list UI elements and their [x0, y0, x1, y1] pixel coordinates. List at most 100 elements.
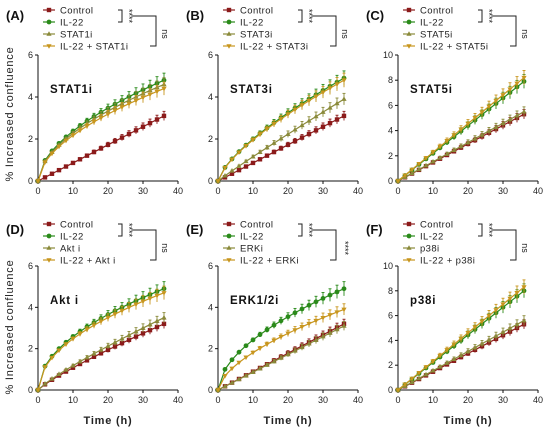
data-point: [222, 165, 228, 171]
data-point: [472, 135, 478, 141]
bracket-line: [118, 9, 123, 23]
sig-label: ****: [340, 241, 350, 256]
sig-bracket-il22-combo: ns: [492, 15, 530, 47]
legend-marker: [406, 31, 412, 36]
data-point: [341, 78, 347, 83]
data-point: [299, 344, 305, 350]
legend-marker: [46, 221, 52, 227]
data-point: [243, 343, 249, 349]
data-point: [236, 376, 242, 382]
y-tick-label: 2: [388, 151, 393, 161]
x-axis-label-d: Time (h): [84, 415, 133, 427]
y-tick-label: 10: [383, 50, 393, 60]
sig-label: ****: [484, 223, 494, 238]
legend-marker: [406, 19, 412, 25]
data-point: [514, 112, 520, 118]
data-point: [416, 166, 422, 172]
data-point: [320, 315, 326, 321]
data-point: [430, 359, 436, 365]
data-point: [278, 146, 284, 151]
data-point: [327, 86, 333, 91]
data-point: [271, 358, 277, 364]
data-point: [42, 365, 48, 370]
data-point: [243, 355, 249, 361]
legend-marker: [46, 19, 52, 25]
data-point: [49, 151, 55, 157]
data-point: [147, 120, 153, 126]
data-point: [271, 122, 277, 127]
data-point: [409, 379, 415, 385]
sig-bracket-il22-combo: ns: [312, 15, 350, 47]
series-control: [35, 110, 167, 184]
data-point: [105, 347, 111, 353]
sig-label: ns: [520, 29, 530, 39]
data-point: [507, 325, 513, 331]
data-point: [222, 383, 228, 389]
data-point: [493, 124, 499, 129]
data-point: [521, 75, 527, 81]
data-point: [521, 317, 527, 323]
legend-entry: p38i: [420, 244, 440, 255]
data-point: [341, 286, 347, 292]
data-point: [514, 321, 520, 327]
y-tick-label: 0: [208, 176, 213, 186]
data-point: [126, 305, 132, 311]
data-point: [229, 157, 235, 163]
data-point: [507, 87, 513, 92]
data-point: [327, 104, 333, 110]
x-tick-label: 10: [248, 395, 258, 405]
data-point: [416, 375, 422, 381]
data-point: [341, 323, 347, 328]
data-point: [105, 142, 111, 148]
x-tick-label: 0: [35, 395, 40, 405]
data-point: [91, 323, 97, 329]
data-point: [486, 313, 492, 319]
x-tick-label: 20: [463, 395, 473, 405]
series-line: [37, 83, 165, 182]
data-point: [105, 343, 111, 348]
data-point: [451, 133, 457, 138]
legend-marker: [406, 233, 412, 239]
legend-marker: [406, 245, 412, 250]
data-point: [320, 295, 326, 301]
data-point: [112, 108, 118, 114]
axes: 0 2 4 6 8 10 0 10 20 30 40: [383, 261, 543, 405]
data-point: [334, 100, 340, 106]
data-point: [493, 333, 499, 338]
data-point: [271, 149, 277, 155]
x-tick-label: 20: [103, 186, 113, 196]
y-tick-label: 0: [388, 176, 393, 186]
data-point: [229, 366, 235, 372]
series-il-22-erki: [215, 303, 347, 393]
data-point: [140, 95, 146, 101]
data-point: [84, 358, 90, 363]
bracket-line: [478, 9, 483, 23]
data-point: [49, 171, 55, 176]
data-point: [119, 335, 125, 341]
bracket-line: [312, 15, 337, 47]
data-point: [313, 94, 319, 100]
data-point: [98, 351, 104, 356]
data-point: [222, 373, 228, 379]
y-axis-label-bottom: % Increased confluence: [4, 259, 16, 394]
data-point: [77, 128, 83, 134]
series-line: [37, 88, 165, 182]
legend-entry: IL-22 + STAT3i: [240, 42, 308, 53]
data-point: [500, 93, 506, 98]
data-point: [147, 327, 153, 333]
series-il-22: [215, 281, 347, 393]
axes: 0 2 4 6 0 10 20 30 40: [28, 50, 183, 196]
data-point: [140, 331, 146, 336]
legend-entry: ERKi: [240, 244, 263, 255]
data-point: [292, 310, 298, 316]
data-point: [215, 388, 221, 393]
sig-label: ****: [124, 223, 134, 238]
data-point: [250, 337, 256, 343]
data-point: [341, 307, 347, 313]
y-tick-label: 2: [28, 134, 33, 144]
legend-marker: [46, 245, 52, 250]
data-point: [327, 120, 333, 126]
